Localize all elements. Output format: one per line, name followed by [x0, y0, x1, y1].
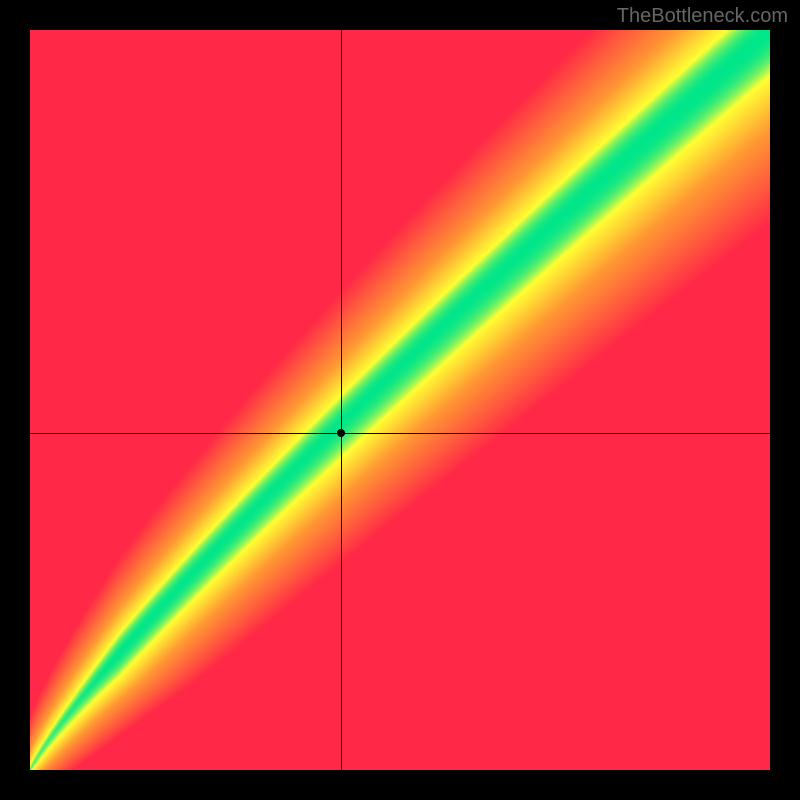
heatmap-canvas — [30, 30, 770, 770]
crosshair-horizontal — [30, 433, 770, 434]
plot-area — [30, 30, 770, 770]
chart-container: TheBottleneck.com — [0, 0, 800, 800]
watermark-text: TheBottleneck.com — [617, 5, 788, 28]
marker-dot — [337, 429, 345, 437]
crosshair-vertical — [341, 30, 342, 770]
